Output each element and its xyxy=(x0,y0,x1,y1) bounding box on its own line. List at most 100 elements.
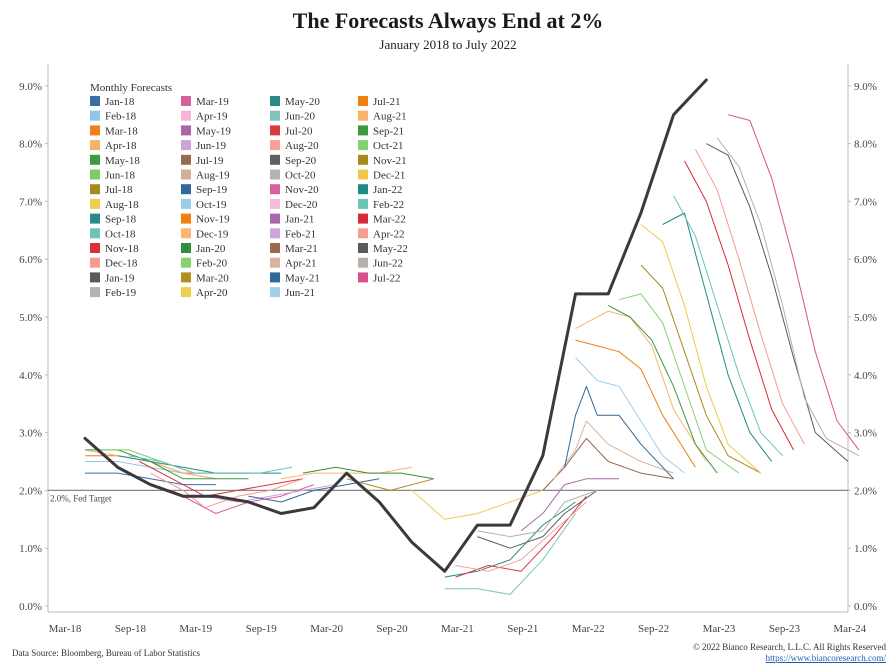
legend-swatch xyxy=(358,198,368,209)
forecast-line-nov-21 xyxy=(640,264,762,474)
y-tick-label-right: 6.0% xyxy=(854,254,877,266)
legend-swatch xyxy=(358,125,368,136)
legend-label: Aug-18 xyxy=(105,199,139,211)
legend-swatch xyxy=(181,184,191,195)
legend-swatch xyxy=(270,169,280,180)
legend-swatch xyxy=(90,154,100,165)
forecast-line-mar-19 xyxy=(171,484,315,514)
legend-swatch xyxy=(90,287,100,298)
website-link[interactable]: https://www.biancoresearch.com/ xyxy=(765,653,886,663)
legend-label: Jun-19 xyxy=(196,140,226,152)
legend-swatch xyxy=(90,243,100,253)
legend-label: Feb-20 xyxy=(196,258,228,270)
legend-swatch xyxy=(358,257,368,268)
forecast-line-jul-21 xyxy=(575,339,696,468)
y-tick-label-left: 4.0% xyxy=(19,370,42,382)
x-tick-label: Sep-18 xyxy=(115,623,147,635)
legend-swatch xyxy=(358,110,368,121)
y-tick-label-right: 9.0% xyxy=(854,81,877,93)
legend-label: Dec-18 xyxy=(105,258,138,270)
legend-label: Feb-21 xyxy=(285,228,316,240)
x-tick-label: Sep-22 xyxy=(638,623,669,635)
legend-label: May-22 xyxy=(373,243,408,255)
y-tick-label-left: 3.0% xyxy=(19,428,42,440)
y-tick-label-left: 0.0% xyxy=(19,601,42,613)
legend-label: Aug-19 xyxy=(196,170,230,182)
chart-subtitle: January 2018 to July 2022 xyxy=(379,37,517,52)
forecast-line-mar-18 xyxy=(85,455,216,474)
legend-swatch xyxy=(90,257,100,268)
forecast-line-sep-20 xyxy=(477,489,598,549)
x-tick-label: Sep-20 xyxy=(376,623,408,635)
legend-swatch xyxy=(90,96,100,106)
forecast-line-apr-22 xyxy=(694,149,805,445)
legend-swatch xyxy=(181,243,191,253)
legend-swatch xyxy=(90,213,100,224)
forecast-line-nov-18 xyxy=(139,461,304,497)
x-tick-label: Sep-19 xyxy=(246,623,278,635)
y-tick-label-left: 6.0% xyxy=(19,254,42,266)
legend-label: Jul-21 xyxy=(373,96,401,108)
forecast-line-sep-21 xyxy=(607,304,718,474)
legend-swatch xyxy=(90,169,100,180)
legend-swatch xyxy=(358,96,368,106)
legend-swatch xyxy=(181,198,191,209)
y-tick-label-right: 7.0% xyxy=(854,196,877,208)
y-tick-label-right: 2.0% xyxy=(854,485,877,497)
legend-swatch xyxy=(270,154,280,165)
legend-label: Mar-20 xyxy=(196,272,229,284)
y-tick-label-left: 1.0% xyxy=(19,543,42,555)
forecast-line-may-22 xyxy=(706,143,849,462)
legend-swatch xyxy=(181,213,191,224)
legend-label: Oct-21 xyxy=(373,140,404,152)
legend-swatch xyxy=(358,213,368,224)
x-tick-label: Sep-23 xyxy=(769,623,801,635)
legend-swatch xyxy=(270,110,280,121)
legend-swatch xyxy=(181,140,191,151)
legend-label: Jan-18 xyxy=(105,96,135,108)
legend-label: Sep-21 xyxy=(373,125,404,137)
legend-swatch xyxy=(90,125,100,136)
legend-label: Apr-21 xyxy=(285,258,317,270)
forecast-line-dec-21 xyxy=(640,224,762,474)
legend-swatch xyxy=(181,169,191,180)
legend-swatch xyxy=(270,257,280,268)
legend-swatch xyxy=(270,213,280,224)
legend-label: Apr-20 xyxy=(196,287,228,299)
forecast-line-may-21 xyxy=(564,385,674,480)
legend-swatch xyxy=(270,96,280,106)
y-tick-label-left: 5.0% xyxy=(19,312,42,324)
x-tick-label: Mar-20 xyxy=(310,623,343,635)
legend-title: Monthly Forecasts xyxy=(90,82,172,94)
copyright-block: © 2022 Bianco Research, L.L.C. All Right… xyxy=(693,642,886,664)
forecast-line-jun-20 xyxy=(444,513,576,595)
legend-label: Sep-18 xyxy=(105,214,137,226)
legend-label: Jun-22 xyxy=(373,258,403,270)
legend-swatch xyxy=(90,198,100,209)
forecast-line-jan-22 xyxy=(662,212,773,462)
legend-swatch xyxy=(90,272,100,283)
legend-swatch xyxy=(358,169,368,180)
forecast-line-jan-18 xyxy=(85,472,216,486)
legend-label: Oct-18 xyxy=(105,228,136,240)
forecast-line-oct-18 xyxy=(128,455,293,474)
legend-label: Jun-18 xyxy=(105,170,135,182)
forecast-line-mar-21 xyxy=(542,437,674,491)
legend-label: Mar-22 xyxy=(373,214,406,226)
legend-swatch xyxy=(181,125,191,136)
fed-target-label: 2.0%, Fed Target xyxy=(50,493,112,503)
legend-swatch xyxy=(358,243,368,253)
forecast-line-aug-21 xyxy=(575,310,707,462)
legend-label: Feb-18 xyxy=(105,111,137,123)
forecast-line-jun-21 xyxy=(575,357,685,474)
legend-label: Oct-20 xyxy=(285,170,316,182)
legend-swatch xyxy=(270,272,280,283)
legend-swatch xyxy=(181,96,191,106)
forecast-line-jan-20 xyxy=(302,466,434,480)
forecast-line-apr-21 xyxy=(553,420,674,480)
legend-swatch xyxy=(270,140,280,151)
legend-label: Nov-21 xyxy=(373,155,407,167)
legend-swatch xyxy=(270,243,280,253)
forecast-line-jan-21 xyxy=(520,478,620,532)
legend-swatch xyxy=(90,184,100,195)
